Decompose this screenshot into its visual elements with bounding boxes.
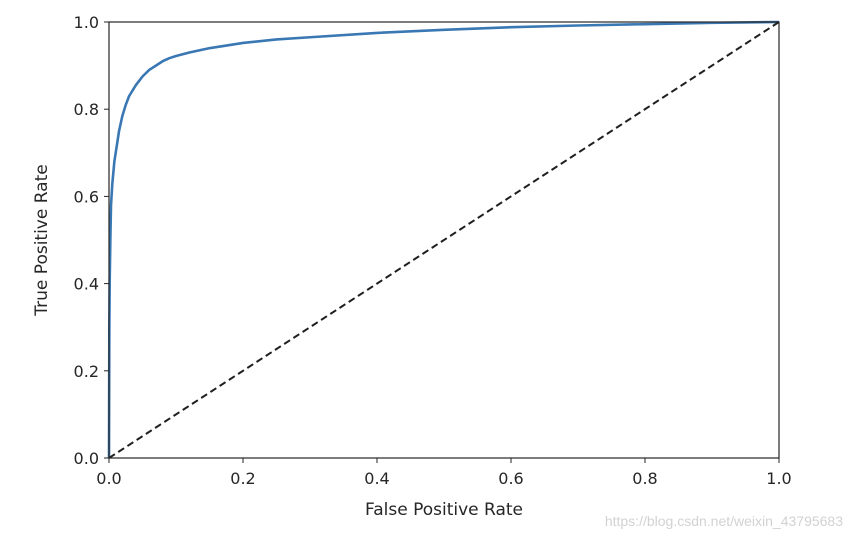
x-tick-label: 0.4 xyxy=(364,469,389,488)
x-tick-label: 0.8 xyxy=(632,469,657,488)
roc-curve-line xyxy=(107,20,780,459)
x-tick-label: 0.6 xyxy=(498,469,523,488)
axes-frame xyxy=(108,21,780,459)
y-tick-label: 0.0 xyxy=(74,449,99,468)
x-tick-label: 0.0 xyxy=(96,469,121,488)
y-axis-ticks: 0.0 0.2 0.4 0.6 0.8 1.0 xyxy=(74,13,109,468)
diagonal-reference-line xyxy=(108,21,780,459)
series-layer xyxy=(107,20,780,459)
y-tick-label: 0.4 xyxy=(74,275,99,294)
x-tick-label: 1.0 xyxy=(766,469,791,488)
x-tick-label: 0.2 xyxy=(230,469,255,488)
x-axis-ticks: 0.0 0.2 0.4 0.6 0.8 1.0 xyxy=(96,458,792,488)
y-tick-label: 1.0 xyxy=(74,13,99,32)
y-tick-label: 0.2 xyxy=(74,362,99,381)
y-tick-label: 0.8 xyxy=(74,100,99,119)
x-axis-label: False Positive Rate xyxy=(365,500,523,520)
y-axis-label: True Positive Rate xyxy=(32,164,52,316)
watermark-text: https://blog.csdn.net/weixin_43795683 xyxy=(605,513,843,529)
y-tick-label: 0.6 xyxy=(74,187,99,206)
